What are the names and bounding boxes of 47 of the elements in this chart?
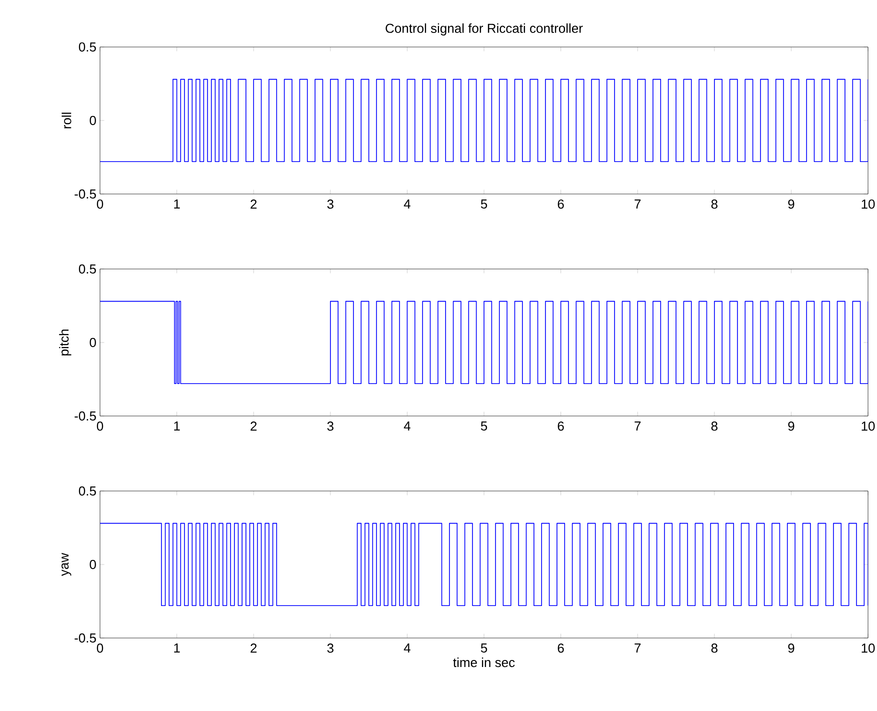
x-tick-label: 2 (250, 644, 257, 653)
x-tick-label: 5 (480, 200, 488, 209)
x-tick-label: 10 (862, 200, 875, 209)
x-tick-label: 3 (327, 644, 334, 653)
x-tick-label: 3 (327, 422, 334, 431)
x-tick-label: 10 (862, 644, 875, 653)
x-tick-label: 4 (404, 422, 410, 430)
x-tick-label: 7 (634, 200, 641, 208)
x-tick-label: 3 (327, 200, 334, 209)
y-tick-label: 0.5 (78, 486, 96, 496)
x-tick-label: 4 (404, 200, 410, 208)
x-tick-label: 8 (711, 422, 718, 431)
x-tick-label: 7 (634, 644, 641, 652)
x-tick-label: 6 (558, 644, 564, 653)
y-tick-label: 0 (90, 338, 96, 348)
x-tick-label: 2 (250, 200, 257, 209)
x-tick-label: 5 (480, 422, 488, 431)
y-tick-label: 0.5 (78, 42, 96, 52)
x-tick-label: 5 (480, 644, 488, 653)
x-tick-label: 0 (96, 644, 104, 653)
y-tick-label: 0.5 (78, 264, 96, 274)
y-tick-label: 0 (90, 560, 96, 570)
x-tick-label: 2 (250, 422, 257, 431)
x-tick-label: 1 (174, 644, 180, 652)
x-tick-label: 9 (788, 200, 794, 209)
x-tick-label: 4 (404, 644, 410, 652)
x-tick-label: 1 (174, 200, 180, 208)
x-tick-label: 6 (558, 200, 564, 209)
y-axis-title: yaw (62, 552, 72, 576)
y-tick-label: -0.5 (74, 411, 96, 421)
y-tick-label: 0 (90, 116, 96, 126)
y-axis-title: roll (62, 112, 72, 128)
y-tick-label: -0.5 (74, 189, 96, 199)
x-tick-label: 8 (711, 644, 718, 653)
y-tick-label: -0.5 (74, 633, 96, 643)
chart-title: Control signal for Riccati controller (386, 23, 583, 36)
y-axis-title: pitch (59, 330, 72, 356)
x-tick-label: 1 (174, 422, 180, 430)
x-tick-label: 7 (634, 422, 641, 430)
x-tick-label: 9 (788, 644, 794, 653)
x-tick-label: 0 (96, 422, 104, 431)
x-tick-label: 6 (558, 422, 564, 431)
x-axis-title: time in sec (453, 658, 515, 668)
x-tick-label: 10 (862, 422, 875, 431)
x-tick-label: 0 (96, 200, 104, 209)
x-tick-label: 8 (711, 200, 718, 209)
x-tick-label: 9 (788, 422, 794, 431)
